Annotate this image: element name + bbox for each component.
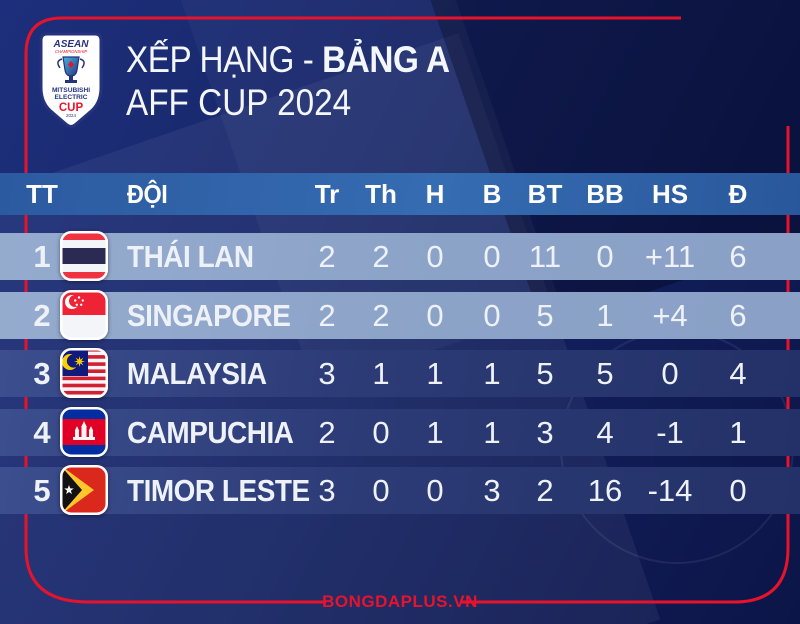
stat-goal-difference: 0 xyxy=(661,356,679,391)
stat-goal-difference: +11 xyxy=(644,239,696,274)
singapore-flag-icon xyxy=(60,290,108,340)
team-name: THÁI LAN xyxy=(127,239,254,274)
website-credit: BONGDAPLUS.VN xyxy=(322,592,478,611)
stat-drawn: 0 xyxy=(426,298,444,333)
stat-lost: 1 xyxy=(483,356,501,391)
stat-played: 2 xyxy=(318,298,336,333)
standings-row-timor-leste: 5 TIMOR LESTE 3 0 0 3 2 16 -14 0 xyxy=(0,465,800,515)
stat-played: 3 xyxy=(318,473,336,508)
team-name: CAMPUCHIA xyxy=(127,415,294,450)
column-header-bt: BT xyxy=(527,179,563,209)
team-name: MALAYSIA xyxy=(127,356,267,391)
stat-goals-against: 16 xyxy=(587,473,623,508)
stat-won: 0 xyxy=(372,473,390,508)
rank-number: 1 xyxy=(33,239,51,274)
stat-goals-against: 4 xyxy=(596,415,614,450)
stat-goal-difference: +4 xyxy=(652,298,688,333)
stat-drawn: 0 xyxy=(426,473,444,508)
rank-number: 2 xyxy=(33,298,51,333)
stat-goals-for: 5 xyxy=(536,356,554,391)
table-header-row: TT ĐỘI Tr Th H B BT BB HS Đ xyxy=(0,173,800,215)
stat-goals-for: 3 xyxy=(536,415,554,450)
stat-played: 3 xyxy=(318,356,336,391)
angkor-wat-silhouette xyxy=(73,421,95,440)
stat-points: 1 xyxy=(729,415,747,450)
title-group: BẢNG A xyxy=(322,39,450,80)
timor-leste-flag-icon xyxy=(60,465,108,515)
stat-played: 2 xyxy=(318,415,336,450)
stat-drawn: 1 xyxy=(426,356,444,391)
stat-points: 6 xyxy=(729,239,747,274)
title-line-ranking: XẾP HẠNG - BẢNG A xyxy=(126,38,450,82)
column-header-tr: Tr xyxy=(314,179,340,209)
stat-goals-for: 11 xyxy=(528,239,562,274)
logo-mitsubishi-text: MITSUBISHI xyxy=(52,87,90,94)
title-prefix: XẾP HẠNG xyxy=(126,39,294,80)
team-name: TIMOR LESTE xyxy=(127,473,310,508)
tournament-logo: ASEAN CHAMPIONSHIP MITSUBISHI ELECTRIC C… xyxy=(39,32,103,129)
stat-won: 2 xyxy=(372,239,390,274)
trophy-icon xyxy=(57,56,85,83)
stat-lost: 3 xyxy=(483,473,501,508)
stat-goals-against: 5 xyxy=(596,356,614,391)
column-header-hs: HS xyxy=(651,179,689,209)
stat-won: 0 xyxy=(372,415,390,450)
stat-lost: 0 xyxy=(483,239,501,274)
logo-cup-text: CUP xyxy=(59,102,84,114)
stat-played: 2 xyxy=(318,239,336,274)
column-header-h: H xyxy=(425,179,445,209)
title-line-tournament: AFF CUP 2024 xyxy=(126,82,352,123)
stat-goal-difference: -1 xyxy=(656,415,684,450)
stat-points: 6 xyxy=(729,298,747,333)
title-separator: - xyxy=(302,39,323,80)
column-header-d: Đ xyxy=(728,179,748,209)
stat-goals-against: 0 xyxy=(596,239,614,274)
logo-year-text: 2024 xyxy=(66,113,77,118)
column-header-b: B xyxy=(482,179,502,209)
thailand-flag-icon xyxy=(60,231,108,281)
rank-number: 4 xyxy=(33,415,51,450)
stat-drawn: 0 xyxy=(426,239,444,274)
stat-goals-for: 5 xyxy=(536,298,554,333)
page-title: XẾP HẠNG - BẢNG A AFF CUP 2024 xyxy=(126,38,450,124)
column-header-bb: BB xyxy=(586,179,624,209)
stat-points: 4 xyxy=(729,356,747,391)
stat-goals-against: 1 xyxy=(596,298,614,333)
stat-goals-for: 2 xyxy=(536,473,554,508)
cambodia-flag-icon xyxy=(60,407,108,457)
stat-points: 0 xyxy=(729,473,747,508)
stat-lost: 1 xyxy=(483,415,501,450)
stat-won: 2 xyxy=(372,298,390,333)
standings-row-singapore: 2 SINGAPORE 2 2 0 0 xyxy=(0,290,800,340)
stat-lost: 0 xyxy=(483,298,501,333)
logo-championship-text: CHAMPIONSHIP xyxy=(55,49,88,54)
stat-goal-difference: -14 xyxy=(647,473,693,508)
logo-asean-text: ASEAN xyxy=(52,39,89,50)
logo-electric-text: ELECTRIC xyxy=(55,94,88,101)
standings-row-cambodia: 4 xyxy=(0,407,800,457)
stat-won: 1 xyxy=(372,356,390,391)
standings-row-thailand: 1 THÁI LAN 2 2 0 0 11 0 +11 6 xyxy=(0,231,800,281)
rank-number: 3 xyxy=(33,356,51,391)
column-header-doi: ĐỘI xyxy=(127,179,168,209)
column-header-tt: TT xyxy=(26,179,58,209)
malaysia-flag-icon xyxy=(60,348,108,398)
column-header-th: Th xyxy=(365,179,397,209)
team-name: SINGAPORE xyxy=(127,298,291,333)
stat-drawn: 1 xyxy=(426,415,444,450)
rank-number: 5 xyxy=(33,473,51,508)
standings-row-malaysia: 3 MA xyxy=(0,348,800,398)
